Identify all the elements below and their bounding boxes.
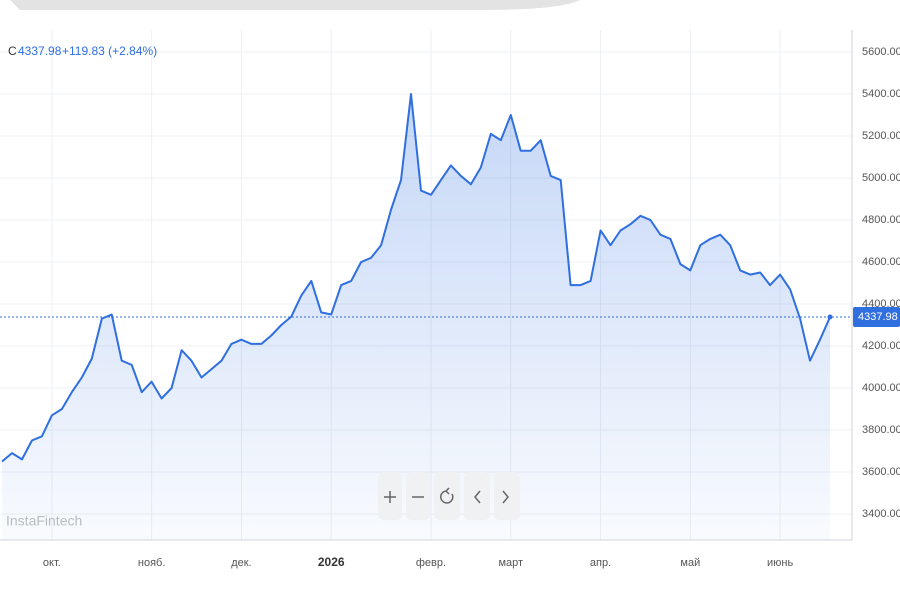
price-line (1, 93, 831, 463)
x-tick-label: 2026 (318, 555, 345, 569)
y-tick-label: 4200.00 (862, 340, 900, 352)
x-tick-label: окт. (43, 557, 61, 569)
x-tick-label: июнь (767, 557, 793, 569)
last-point (827, 314, 833, 320)
plus-icon (384, 491, 396, 503)
y-tick-label: 3400.00 (862, 508, 900, 520)
y-tick-label: 5200.00 (862, 130, 900, 142)
price-tag (853, 307, 900, 328)
symbol: C (8, 44, 17, 58)
zoom-controls (378, 472, 520, 520)
x-tick-label: дек. (231, 557, 251, 569)
y-tick-label: 4000.00 (862, 382, 900, 394)
x-tick-label: май (680, 557, 700, 569)
last-price: 4337.98 (18, 44, 62, 58)
left-icon (474, 490, 481, 504)
y-tick-label: 3600.00 (862, 466, 900, 478)
price-change: +119.83 (+2.84%) (62, 44, 157, 58)
x-tick-label: февр. (416, 557, 446, 569)
x-tick-label: нояб. (138, 557, 166, 569)
y-tick-label: 5000.00 (862, 172, 900, 184)
y-tick-label: 4800.00 (862, 214, 900, 226)
right-icon (502, 490, 509, 504)
top-banner (10, 0, 580, 10)
y-tick-label: 5600.00 (862, 46, 900, 58)
y-tick-label: 3800.00 (862, 424, 900, 436)
x-tick-label: апр. (590, 557, 611, 569)
y-tick-label: 4400.00 (862, 298, 900, 310)
price-tag-label: 4337.98 (858, 311, 898, 323)
y-tick-label: 4600.00 (862, 256, 900, 268)
y-tick-label: 5400.00 (862, 88, 900, 100)
reset-icon (440, 487, 454, 504)
x-tick-label: март (498, 557, 523, 569)
reset-button[interactable] (434, 472, 460, 520)
scroll-left-button[interactable] (464, 472, 490, 520)
zoom-out-button[interactable] (406, 472, 430, 520)
watermark: InstaFintech (6, 513, 82, 529)
